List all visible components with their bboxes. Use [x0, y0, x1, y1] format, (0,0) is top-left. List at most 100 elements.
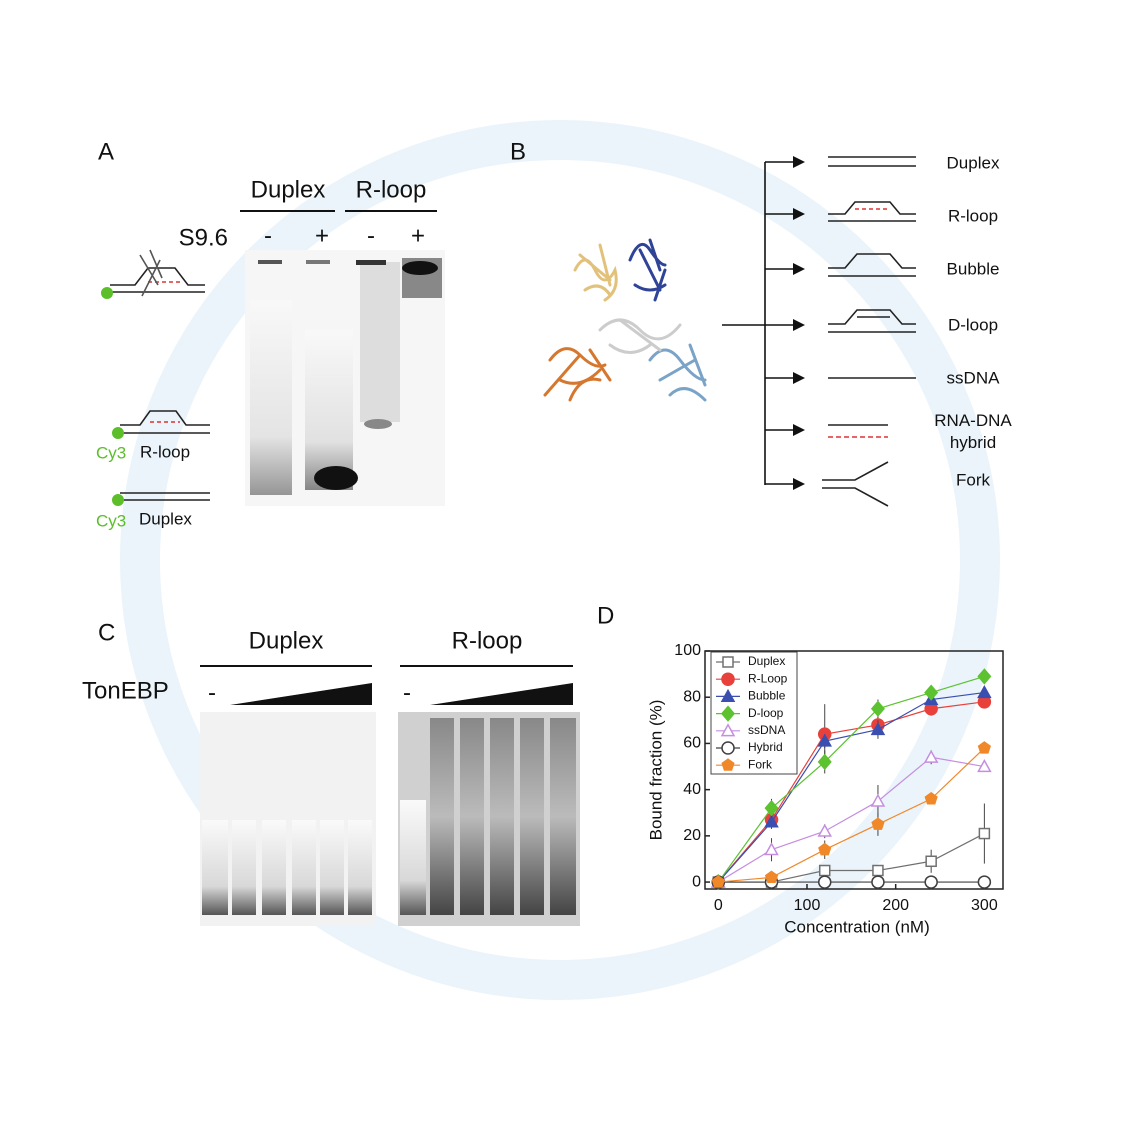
data-point	[977, 875, 992, 889]
x-tick-label: 300	[971, 897, 998, 914]
dye-label: Cy3	[96, 443, 126, 462]
substrate-label: RNA-DNA hybrid	[934, 411, 1012, 452]
series-line	[717, 701, 985, 883]
data-point	[977, 758, 992, 773]
legend-label: R-Loop	[748, 671, 788, 685]
y-tick-label: 80	[683, 688, 701, 705]
legend-label: Fork	[748, 757, 773, 771]
lane-label: +	[411, 222, 425, 249]
substrate-diagram	[110, 249, 210, 501]
x-tick-label: 100	[794, 897, 821, 914]
legend-label: Bubble	[748, 689, 786, 703]
data-point	[871, 875, 885, 889]
y-tick-label: 100	[674, 642, 701, 659]
protein-label: TonEBP	[82, 677, 169, 704]
substrate-label: Bubble	[947, 259, 1000, 278]
x-tick-label: 0	[714, 897, 723, 914]
group-label: Duplex	[249, 627, 324, 654]
y-tick-label: 60	[683, 735, 701, 752]
lane-label: -	[264, 222, 272, 249]
y-tick-label: 40	[683, 781, 701, 798]
data-point	[923, 749, 939, 763]
data-point	[764, 799, 779, 817]
data-point	[924, 875, 938, 889]
legend-marker	[721, 741, 735, 755]
data-point	[764, 870, 779, 884]
x-tick-label: 200	[882, 897, 909, 914]
data-point	[817, 733, 833, 747]
plot-frame	[704, 650, 1004, 890]
data-point	[872, 864, 884, 877]
legend-label: Hybrid	[748, 740, 783, 754]
data-point	[817, 753, 832, 771]
arrowheads	[793, 156, 805, 490]
lane-label: -	[403, 679, 411, 706]
data-point	[870, 700, 885, 717]
lane-label: +	[315, 222, 329, 249]
gel	[245, 250, 445, 506]
group-label: R-loop	[356, 176, 427, 203]
protein-structure	[543, 238, 707, 402]
data-point	[870, 793, 886, 807]
legend-marker	[721, 705, 735, 722]
series-line	[717, 675, 985, 883]
lane-label: -	[208, 679, 216, 706]
dye-dot	[101, 287, 113, 299]
data-point	[978, 827, 991, 840]
data-point	[764, 842, 779, 856]
data-point	[977, 668, 992, 685]
legend-marker	[721, 672, 735, 686]
data-point	[711, 875, 725, 888]
panel-label: C	[98, 619, 115, 646]
arrows	[722, 161, 798, 485]
legend-marker	[722, 656, 734, 668]
panel-label: D	[597, 602, 614, 629]
series-line	[717, 756, 985, 883]
series-line	[718, 747, 985, 883]
data-point	[925, 855, 937, 868]
gel	[200, 712, 580, 926]
dye-dot	[112, 494, 124, 506]
data-point	[977, 685, 992, 699]
substrate-label: ssDNA	[947, 368, 1001, 387]
data-point	[924, 684, 939, 701]
dye-label: Cy3	[96, 511, 126, 530]
panel-label: A	[98, 138, 114, 165]
data-point	[764, 814, 779, 828]
substrate-label: Duplex	[947, 153, 1000, 172]
data-point	[977, 741, 991, 754]
substrate-label: D-loop	[948, 315, 998, 334]
plot: 0 100 200 300 0 20 40 60 80 100 Duplex R-Loop Bubble…	[674, 642, 998, 914]
wedge	[430, 683, 573, 705]
legend-marker	[720, 723, 736, 737]
legend-marker	[721, 758, 735, 771]
lane-label: -	[367, 222, 375, 249]
data-point	[817, 875, 832, 889]
x-axis-label: Concentration (nM)	[784, 917, 930, 936]
substrate-label: R-loop	[948, 206, 998, 225]
y-tick-label: 0	[692, 873, 701, 890]
data-point	[871, 817, 885, 830]
data-point	[818, 864, 831, 877]
dye-dot	[112, 427, 124, 439]
data-point	[924, 791, 938, 805]
panel-label: B	[510, 138, 526, 165]
wedge	[230, 683, 372, 705]
group-label: R-loop	[452, 627, 523, 654]
substrate-label: Fork	[956, 470, 991, 489]
substrate-label: R-loop	[140, 442, 190, 461]
substrate-icons	[822, 156, 916, 507]
legend-label: Duplex	[748, 654, 785, 668]
y-tick-label: 20	[683, 827, 701, 844]
legend-label: D-loop	[748, 706, 784, 720]
antibody-label: S9.6	[179, 224, 228, 251]
group-label: Duplex	[251, 176, 326, 203]
y-axis-label: Bound fraction (%)	[646, 700, 665, 841]
legend-marker	[720, 688, 736, 702]
legend-label: ssDNA	[748, 723, 785, 737]
data-point	[818, 842, 832, 856]
data-point	[817, 823, 833, 837]
data-point	[870, 722, 886, 736]
